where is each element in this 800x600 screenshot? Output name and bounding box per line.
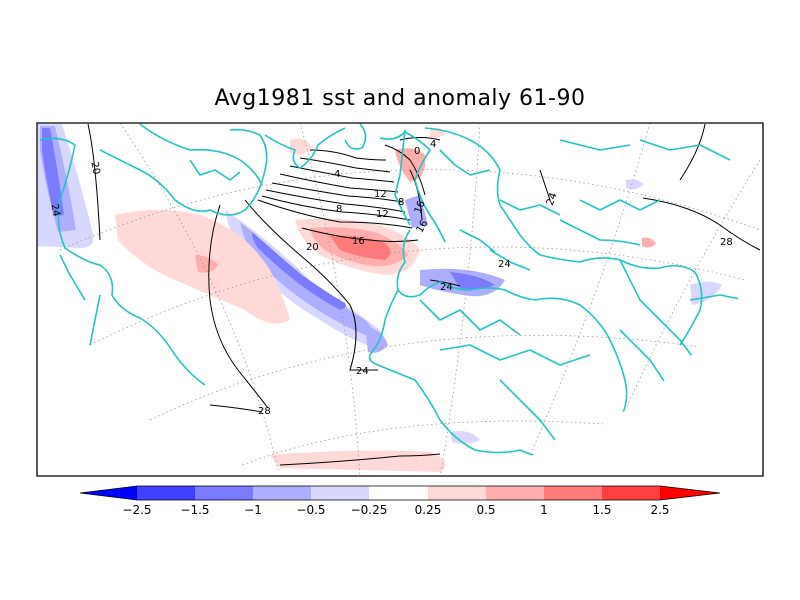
contour-label: 24 xyxy=(545,191,560,207)
colorbar-arrow-left xyxy=(80,486,137,500)
colorbar-label: 2.5 xyxy=(650,503,669,517)
colorbar-label: −1.5 xyxy=(180,503,209,517)
colorbar-label: −2.5 xyxy=(122,503,151,517)
colorbar-swatch xyxy=(369,486,428,500)
contour-label: 8 xyxy=(398,197,404,208)
map-panel: 24 20 4 8 12 16 20 16 0 4 8 12 16 24 28 … xyxy=(36,122,764,478)
contour-label: 24 xyxy=(440,282,453,293)
map-frame xyxy=(36,122,764,477)
contour-label: 4 xyxy=(334,169,340,180)
colorbar-swatch xyxy=(253,486,311,500)
contour-label: 16 xyxy=(352,236,365,247)
colorbar-swatch xyxy=(195,486,253,500)
colorbar-label: −1 xyxy=(244,503,262,517)
contour-label: 24 xyxy=(498,259,511,270)
contour-label: 24 xyxy=(48,203,61,217)
colorbar-swatch xyxy=(137,486,195,500)
contour-label: 0 xyxy=(414,146,420,157)
colorbar: −2.5 −1.5 −1 −0.5 −0.25 0.25 0.5 1 1.5 2… xyxy=(79,485,721,517)
colorbar-swatch xyxy=(544,486,602,500)
colorbar-swatch xyxy=(311,486,369,500)
colorbar-arrow-right xyxy=(660,486,720,500)
contour-label: 28 xyxy=(720,237,733,248)
sst-contours xyxy=(87,123,761,466)
colorbar-label: 0.5 xyxy=(476,503,495,517)
contour-label: 28 xyxy=(258,406,271,417)
colorbar-swatch xyxy=(602,486,660,500)
colorbar-label: 1 xyxy=(540,503,548,517)
map-title: Avg1981 sst and anomaly 61-90 xyxy=(214,86,586,111)
contour-label: 8 xyxy=(336,204,342,215)
colorbar-swatch xyxy=(428,486,486,500)
contour-label: 20 xyxy=(88,161,101,175)
contour-label: 16 xyxy=(413,199,428,215)
contour-label: 24 xyxy=(356,366,369,377)
contour-label: 20 xyxy=(306,242,319,253)
colorbar-label: −0.25 xyxy=(351,503,388,517)
colorbar-label: 1.5 xyxy=(592,503,611,517)
contour-label: 12 xyxy=(374,189,387,200)
colorbar-swatch xyxy=(486,486,544,500)
colorbar-label: 0.25 xyxy=(415,503,442,517)
contour-label: 12 xyxy=(376,209,389,220)
contour-label: 4 xyxy=(430,139,436,150)
coastlines xyxy=(39,123,746,471)
anomaly-shading xyxy=(38,124,722,472)
colorbar-label: −0.5 xyxy=(296,503,325,517)
